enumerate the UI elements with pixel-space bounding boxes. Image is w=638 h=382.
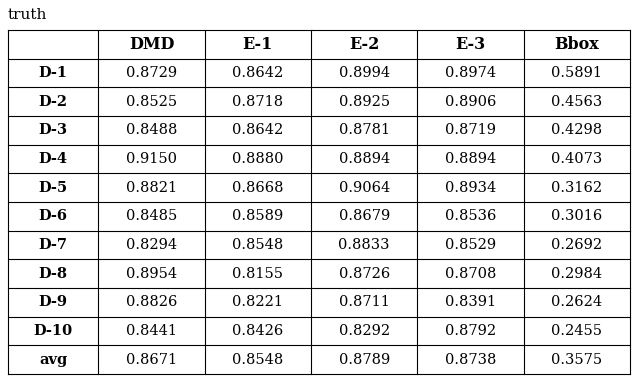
Text: 0.2984: 0.2984 — [551, 267, 602, 281]
Text: D-8: D-8 — [39, 267, 68, 281]
Text: 0.8668: 0.8668 — [232, 181, 284, 195]
Text: D-7: D-7 — [39, 238, 68, 252]
Text: 0.8548: 0.8548 — [232, 238, 283, 252]
Text: truth: truth — [8, 8, 47, 22]
Text: 0.3575: 0.3575 — [551, 353, 602, 367]
Text: D-5: D-5 — [39, 181, 68, 195]
Text: 0.8925: 0.8925 — [339, 95, 390, 108]
Text: 0.8711: 0.8711 — [339, 295, 390, 309]
Text: 0.8671: 0.8671 — [126, 353, 177, 367]
Text: 0.8894: 0.8894 — [339, 152, 390, 166]
Text: 0.8155: 0.8155 — [232, 267, 283, 281]
Text: 0.8642: 0.8642 — [232, 123, 283, 138]
Text: 0.8548: 0.8548 — [232, 353, 283, 367]
Text: 0.2624: 0.2624 — [551, 295, 602, 309]
Text: 0.8789: 0.8789 — [339, 353, 390, 367]
Text: E-1: E-1 — [242, 36, 273, 53]
Text: 0.8221: 0.8221 — [232, 295, 283, 309]
Text: E-2: E-2 — [349, 36, 380, 53]
Text: 0.8294: 0.8294 — [126, 238, 177, 252]
Text: 0.8708: 0.8708 — [445, 267, 496, 281]
Text: 0.8718: 0.8718 — [232, 95, 283, 108]
Text: 0.8821: 0.8821 — [126, 181, 177, 195]
Text: 0.2455: 0.2455 — [551, 324, 602, 338]
Text: 0.8954: 0.8954 — [126, 267, 177, 281]
Text: D-10: D-10 — [34, 324, 73, 338]
Text: 0.8974: 0.8974 — [445, 66, 496, 80]
Text: D-3: D-3 — [39, 123, 68, 138]
Text: D-4: D-4 — [39, 152, 68, 166]
Text: 0.8589: 0.8589 — [232, 209, 283, 223]
Text: 0.8880: 0.8880 — [232, 152, 284, 166]
Text: 0.8994: 0.8994 — [339, 66, 390, 80]
Text: DMD: DMD — [129, 36, 174, 53]
Text: 0.8525: 0.8525 — [126, 95, 177, 108]
Text: 0.8833: 0.8833 — [338, 238, 390, 252]
Text: 0.8719: 0.8719 — [445, 123, 496, 138]
Text: 0.9150: 0.9150 — [126, 152, 177, 166]
Text: 0.4298: 0.4298 — [551, 123, 602, 138]
Text: 0.8729: 0.8729 — [126, 66, 177, 80]
Text: 0.8781: 0.8781 — [339, 123, 390, 138]
Text: 0.8679: 0.8679 — [339, 209, 390, 223]
Text: avg: avg — [39, 353, 68, 367]
Text: D-2: D-2 — [39, 95, 68, 108]
Text: 0.8426: 0.8426 — [232, 324, 283, 338]
Text: 0.3162: 0.3162 — [551, 181, 602, 195]
Text: D-1: D-1 — [39, 66, 68, 80]
Text: 0.4563: 0.4563 — [551, 95, 602, 108]
Text: Bbox: Bbox — [554, 36, 599, 53]
Text: D-6: D-6 — [39, 209, 68, 223]
Text: 0.8726: 0.8726 — [339, 267, 390, 281]
Text: 0.8391: 0.8391 — [445, 295, 496, 309]
Text: 0.8906: 0.8906 — [445, 95, 496, 108]
Text: 0.9064: 0.9064 — [339, 181, 390, 195]
Text: 0.8488: 0.8488 — [126, 123, 177, 138]
Text: E-3: E-3 — [456, 36, 486, 53]
Text: 0.8292: 0.8292 — [339, 324, 390, 338]
Text: 0.8441: 0.8441 — [126, 324, 177, 338]
Text: 0.8536: 0.8536 — [445, 209, 496, 223]
Text: 0.8792: 0.8792 — [445, 324, 496, 338]
Text: 0.8826: 0.8826 — [126, 295, 177, 309]
Text: 0.8529: 0.8529 — [445, 238, 496, 252]
Text: D-9: D-9 — [39, 295, 68, 309]
Text: 0.4073: 0.4073 — [551, 152, 602, 166]
Text: 0.2692: 0.2692 — [551, 238, 602, 252]
Text: 0.8934: 0.8934 — [445, 181, 496, 195]
Text: 0.5891: 0.5891 — [551, 66, 602, 80]
Text: 0.8894: 0.8894 — [445, 152, 496, 166]
Text: 0.8738: 0.8738 — [445, 353, 496, 367]
Text: 0.8642: 0.8642 — [232, 66, 283, 80]
Text: 0.3016: 0.3016 — [551, 209, 602, 223]
Text: 0.8485: 0.8485 — [126, 209, 177, 223]
